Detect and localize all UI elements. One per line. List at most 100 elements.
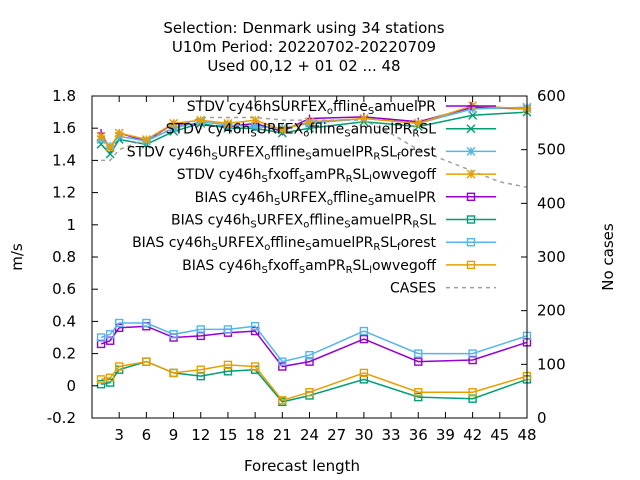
legend-label-part: URFEX (218, 235, 265, 251)
legend-label-part: ffline (309, 122, 344, 138)
legend-label-part: R (373, 151, 380, 162)
data-point (105, 378, 115, 387)
y2-axis-label: No cases (599, 223, 617, 291)
x-tick-label: 6 (142, 426, 152, 444)
legend-label-main: BIAS cy46h (171, 213, 250, 229)
y-tick-label: 1.8 (52, 87, 76, 105)
legend-label-part: URFEX (218, 144, 265, 160)
x-tick-label: 30 (354, 426, 373, 444)
legend-label: BIAS cy46hSfxoffSamPRRSLlowvegoff (182, 258, 436, 276)
y2-tick-label: 400 (537, 194, 566, 212)
data-point (468, 388, 477, 397)
y-tick-label: 1.4 (52, 151, 76, 169)
data-point (413, 118, 423, 128)
x-tick-label: 33 (382, 426, 401, 444)
legend-label-part: R (346, 264, 353, 275)
y-tick-label: 0.6 (52, 280, 76, 298)
legend-label: BIAS cy46hSURFEXofflineSamuelPRRSLforest (132, 235, 436, 253)
y-tick-label: 0.8 (52, 248, 76, 266)
legend-label-part: S (299, 264, 305, 275)
legend-label-part: S (261, 264, 267, 275)
y-tick-label: 1 (66, 216, 76, 234)
data-point (305, 351, 314, 360)
data-point (414, 388, 423, 397)
legend-label-part: S (211, 151, 217, 162)
y-tick-label: 1.2 (52, 184, 76, 202)
legend-label-part: o (327, 106, 333, 117)
legend-entry: BIAS cy46hSURFEXofflineSamuelPRRSLforest (132, 235, 496, 253)
legend-label: STDV cy46hSfxoffSamPRRSLlowvegoff (177, 167, 437, 185)
series-line (100, 322, 528, 363)
y-tick-label: 0.2 (52, 345, 76, 363)
legend-label-part: o (303, 219, 309, 230)
legend-label-part: owvegoff (372, 167, 436, 183)
legend-label-part: S (250, 219, 256, 230)
chart-title: Selection: Denmark using 34 stations U10… (163, 19, 444, 75)
data-point (359, 114, 369, 124)
y2-tick-label: 0 (537, 409, 547, 427)
title-line-1: Selection: Denmark using 34 stations (163, 19, 444, 37)
series-line (100, 104, 528, 149)
legend-label-part: S (261, 174, 267, 185)
data-point (105, 330, 115, 339)
data-point (196, 115, 206, 125)
data-point (223, 325, 233, 334)
legend-entry: BIAS cy46hSfxoffSamPRRSLlowvegoff (182, 258, 496, 276)
series-line (100, 360, 528, 403)
data-point (105, 143, 115, 153)
x-axis-label: Forecast length (244, 457, 360, 475)
legend-label-part: amuelPR (374, 190, 436, 206)
y-tick-label: -0.2 (47, 409, 76, 427)
legend-label-part: amuelPR (312, 235, 374, 251)
data-point (169, 330, 178, 339)
legend-label-part: o (264, 151, 270, 162)
legend-label-part: amPR (305, 258, 346, 274)
legend-label-part: S (299, 174, 305, 185)
legend-label-main: CASES (390, 281, 436, 297)
legend-entry: CASES (390, 281, 496, 297)
data-point (96, 375, 106, 384)
legend-label-main: BIAS cy46h (132, 235, 211, 251)
legend-label-part: SL (380, 144, 397, 160)
data-point (305, 117, 314, 127)
x-tick-label: 39 (436, 426, 455, 444)
legend-label-part: amuelPR (312, 144, 374, 160)
legend-label-part: orest (401, 144, 437, 160)
axis-ticks: 3 6 9 12 15 18 21 24 27 30 33 36 39 42 45 48-0.200.20.4… (47, 87, 566, 444)
legend-label-part: ffline (309, 213, 344, 229)
legend-label-part: R (346, 174, 353, 185)
legend-label-main: BIAS cy46h (182, 258, 261, 274)
y-axis-label: m/s (8, 243, 26, 271)
title-line-2: U10m Period: 20220702-20220709 (172, 38, 436, 56)
x-tick-label: 21 (273, 426, 292, 444)
legend-label-part: URFEX (280, 190, 327, 206)
legend-label: STDV cy46hSURFEXofflineSamuelPRRSL (166, 122, 437, 140)
data-point (466, 124, 476, 134)
x-tick-label: 36 (409, 426, 428, 444)
data-point (114, 128, 124, 138)
legend-label-part: ffline (333, 190, 368, 206)
legend-label-part: ffline (270, 144, 305, 160)
legend-label-part: SURFEX (271, 99, 327, 115)
legend-label-part: S (368, 106, 374, 117)
data-point (169, 118, 179, 128)
legend-label-part: fxoff (268, 167, 299, 183)
legend-entry: STDV cy46hSURFEXofflineSamuelPRRSL (166, 122, 496, 140)
data-point (466, 192, 476, 202)
data-point (114, 362, 124, 371)
legend-label-part: S (368, 196, 374, 207)
y2-tick-label: 100 (537, 355, 566, 373)
data-point (223, 360, 233, 370)
legend-label-main: STDV cy46h (177, 167, 262, 183)
legend-label-part: S (250, 128, 256, 139)
data-point (96, 333, 106, 342)
data-point (466, 260, 476, 270)
series-line (101, 116, 528, 188)
data-point (96, 131, 106, 141)
legend-label: CASES (390, 281, 436, 297)
data-point (359, 326, 369, 336)
data-point (142, 318, 151, 328)
x-tick-label: 24 (300, 426, 319, 444)
data-point (468, 349, 477, 358)
